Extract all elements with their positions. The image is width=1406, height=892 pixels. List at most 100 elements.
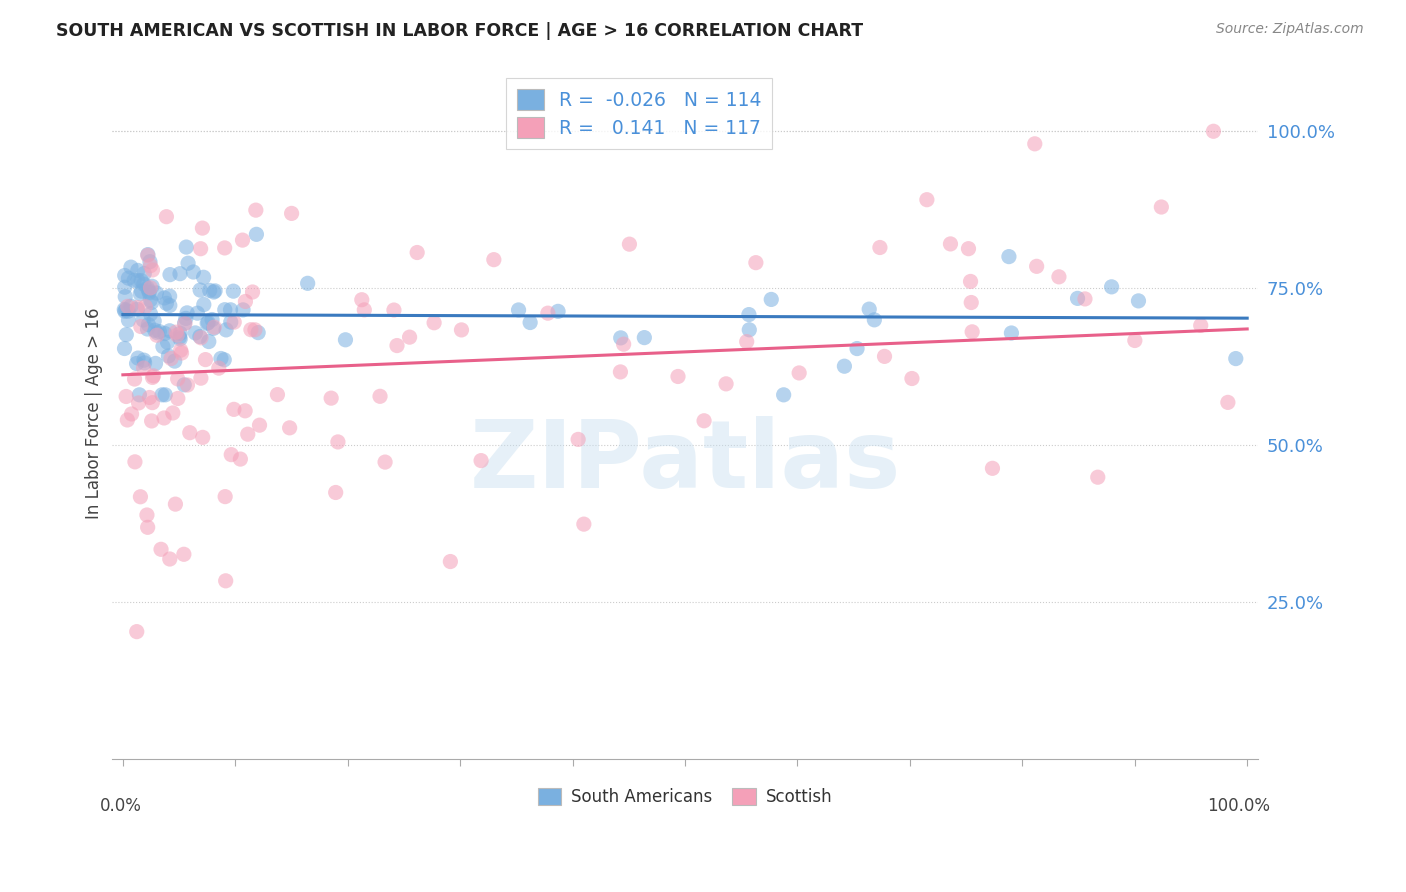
Point: [215, 323, 238, 337]
Point: [193, 297, 215, 311]
Point: [214, 302, 236, 317]
Point: [239, 323, 262, 337]
Point: [1225, 351, 1247, 366]
Point: [177, 256, 200, 270]
Point: [121, 407, 143, 421]
Point: [1189, 318, 1212, 333]
Point: [193, 270, 215, 285]
Point: [245, 203, 267, 218]
Point: [787, 366, 810, 380]
Point: [139, 259, 162, 273]
Point: [139, 293, 162, 307]
Point: [243, 323, 266, 337]
Point: [222, 402, 245, 417]
Point: [1074, 292, 1097, 306]
Point: [139, 307, 162, 321]
Point: [136, 508, 159, 522]
Point: [153, 291, 176, 305]
Point: [450, 323, 472, 337]
Legend: South Americans, Scottish: South Americans, Scottish: [531, 781, 839, 813]
Point: [122, 273, 145, 287]
Point: [169, 267, 191, 281]
Point: [1128, 293, 1150, 308]
Point: [508, 302, 530, 317]
Point: [124, 455, 146, 469]
Point: [176, 378, 198, 392]
Point: [406, 245, 429, 260]
Point: [191, 430, 214, 444]
Point: [873, 350, 896, 364]
Point: [150, 388, 173, 402]
Point: [735, 334, 758, 349]
Point: [169, 330, 191, 344]
Point: [208, 361, 231, 376]
Point: [114, 280, 136, 294]
Point: [761, 293, 783, 307]
Point: [155, 210, 177, 224]
Point: [745, 255, 768, 269]
Point: [204, 284, 226, 298]
Point: [619, 237, 641, 252]
Point: [120, 260, 142, 274]
Text: ZIPatlas: ZIPatlas: [470, 416, 901, 508]
Point: [188, 283, 211, 297]
Point: [132, 361, 155, 376]
Point: [772, 388, 794, 402]
Point: [519, 316, 541, 330]
Point: [939, 236, 962, 251]
Point: [209, 351, 232, 366]
Point: [141, 414, 163, 428]
Point: [693, 414, 716, 428]
Point: [155, 296, 177, 310]
Point: [1066, 292, 1088, 306]
Point: [278, 421, 301, 435]
Point: [136, 520, 159, 534]
Point: [183, 265, 205, 279]
Point: [1000, 326, 1022, 340]
Point: [145, 285, 167, 300]
Point: [141, 263, 163, 277]
Point: [148, 325, 170, 339]
Point: [117, 271, 139, 285]
Point: [114, 304, 136, 318]
Point: [127, 273, 149, 287]
Point: [174, 311, 197, 326]
Point: [219, 315, 242, 329]
Point: [138, 391, 160, 405]
Point: [998, 250, 1021, 264]
Point: [174, 317, 197, 331]
Point: [215, 574, 238, 588]
Point: [117, 304, 139, 318]
Point: [114, 268, 136, 283]
Point: [858, 302, 880, 317]
Point: [321, 391, 343, 405]
Point: [280, 206, 302, 220]
Point: [537, 306, 560, 320]
Point: [325, 485, 347, 500]
Point: [202, 321, 225, 335]
Point: [297, 277, 319, 291]
Point: [198, 284, 221, 298]
Point: [229, 452, 252, 467]
Point: [249, 418, 271, 433]
Point: [915, 193, 938, 207]
Point: [423, 316, 446, 330]
Point: [374, 455, 396, 469]
Point: [159, 298, 181, 312]
Point: [114, 290, 136, 304]
Point: [186, 306, 208, 320]
Point: [202, 285, 225, 299]
Point: [166, 328, 188, 343]
Point: [165, 325, 187, 339]
Point: [165, 497, 187, 511]
Point: [195, 316, 218, 330]
Point: [125, 624, 148, 639]
Point: [136, 322, 159, 336]
Point: [176, 306, 198, 320]
Point: [169, 343, 191, 358]
Point: [714, 376, 737, 391]
Point: [233, 404, 256, 418]
Point: [470, 453, 492, 467]
Point: [609, 365, 631, 379]
Point: [115, 327, 138, 342]
